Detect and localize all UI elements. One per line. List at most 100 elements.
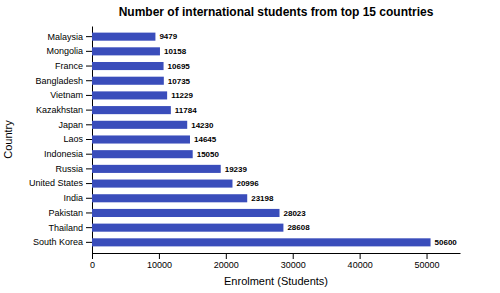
data-label: 50600 [435, 238, 458, 247]
chart: 0 10000 20000 30000 40000 50000 South Korea Tha… [0, 0, 500, 293]
x-tick-mark [159, 253, 160, 259]
y-tick-mark [86, 242, 92, 243]
x-axis: 0 10000 20000 30000 40000 50000 [90, 253, 461, 270]
data-label: 23198 [251, 194, 274, 203]
y-tick: India [63, 193, 92, 203]
data-label: 9479 [159, 32, 177, 41]
y-tick: Thailand [48, 223, 92, 233]
x-tick-mark [226, 253, 227, 259]
data-labels: 50600 28608 28023 23198 20996 19239 15050 14645… [159, 32, 457, 247]
data-label: 20996 [236, 179, 259, 188]
y-tick: Laos [63, 134, 92, 144]
y-tick-mark [86, 227, 92, 228]
y-tick: France [55, 61, 92, 71]
y-tick-mark [86, 168, 92, 169]
title: Number of international students from to… [119, 5, 434, 19]
y-tick: Indonesia [44, 149, 92, 159]
x-tick-mark [427, 253, 428, 259]
y-tick-label: Kazakhstan [36, 105, 83, 115]
x-tick: 0 [90, 253, 95, 270]
y-tick-mark [86, 66, 92, 67]
y-tick: South Korea [33, 237, 92, 247]
y-tick-mark [86, 36, 92, 37]
data-label: 14230 [191, 121, 214, 130]
y-tick-label: Indonesia [44, 149, 83, 159]
bar [92, 165, 221, 173]
x-tick-label: 10000 [147, 260, 172, 270]
y-tick: Kazakhstan [36, 105, 92, 115]
y-tick-label: Thailand [48, 223, 83, 233]
y-tick-mark [86, 183, 92, 184]
y-tick-mark [86, 124, 92, 125]
x-tick: 10000 [147, 253, 172, 270]
y-tick: United States [29, 178, 92, 188]
x-tick-label: 30000 [281, 260, 306, 270]
y-tick: Vietnam [50, 90, 92, 100]
x-tick-label: 20000 [214, 260, 239, 270]
y-tick-mark [86, 154, 92, 155]
y-tick-mark [86, 110, 92, 111]
y-tick-mark [86, 95, 92, 96]
data-label: 11784 [175, 106, 197, 115]
y-tick-label: United States [29, 178, 84, 188]
data-label: 10735 [168, 77, 191, 86]
bar [92, 180, 232, 188]
y-tick-label: Laos [63, 134, 83, 144]
y-tick-label: South Korea [33, 237, 83, 247]
y-tick: Malaysia [47, 32, 92, 42]
y-tick-mark [86, 212, 92, 213]
y-tick: Pakistan [48, 208, 92, 218]
data-label: 19239 [225, 165, 248, 174]
y-tick: Russia [55, 164, 92, 174]
y-tick-mark [86, 198, 92, 199]
y-tick-label: Russia [55, 164, 83, 174]
data-label: 10695 [168, 62, 191, 71]
plot: 0 10000 20000 30000 40000 50000 South Korea Tha… [29, 27, 461, 271]
y-axis-title: Country [2, 120, 14, 159]
bar [92, 209, 279, 217]
bar [92, 47, 160, 55]
bar [92, 62, 164, 70]
bar [92, 135, 190, 143]
x-tick-label: 0 [90, 260, 95, 270]
y-tick-label: Malaysia [47, 32, 83, 42]
data-label: 11229 [171, 91, 193, 100]
bar [92, 121, 187, 129]
y-tick-label: Mongolia [46, 46, 83, 56]
bar [92, 238, 431, 246]
bar [92, 224, 283, 232]
x-tick-mark [293, 253, 294, 259]
y-tick-mark [86, 80, 92, 81]
bar [92, 150, 193, 158]
x-tick-label: 40000 [348, 260, 373, 270]
x-tick: 30000 [281, 253, 306, 270]
bar [92, 106, 171, 114]
x-tick: 50000 [415, 253, 440, 270]
y-tick-label: India [63, 193, 83, 203]
data-label: 15050 [197, 150, 220, 159]
data-label: 28023 [283, 209, 306, 218]
bar [92, 91, 167, 99]
y-tick-label: Pakistan [48, 208, 83, 218]
y-tick-mark [86, 139, 92, 140]
x-tick: 20000 [214, 253, 239, 270]
y-tick-label: Japan [58, 120, 83, 130]
x-axis-title: Enrolment (Students) [224, 275, 328, 287]
y-tick-label: France [55, 61, 83, 71]
y-tick: Mongolia [46, 46, 92, 56]
y-tick-mark [86, 51, 92, 52]
data-label: 14645 [194, 135, 217, 144]
bar [92, 33, 155, 41]
data-label: 10158 [164, 47, 187, 56]
x-tick-mark [92, 253, 93, 259]
x-tick: 40000 [348, 253, 373, 270]
data-label: 28608 [287, 223, 310, 232]
bar [92, 194, 247, 202]
bars [92, 33, 431, 247]
bar [92, 77, 164, 85]
y-tick-label: Bangladesh [35, 76, 83, 86]
y-tick: Japan [58, 120, 92, 130]
x-axis-line [93, 253, 461, 254]
y-tick-label: Vietnam [50, 90, 83, 100]
x-tick-label: 50000 [415, 260, 440, 270]
